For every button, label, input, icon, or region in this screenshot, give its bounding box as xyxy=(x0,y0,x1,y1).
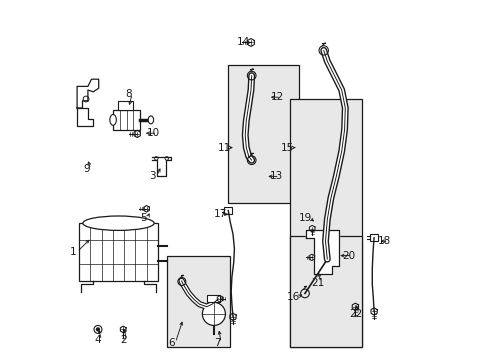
Circle shape xyxy=(202,302,225,325)
Text: 18: 18 xyxy=(378,236,391,246)
Text: 4: 4 xyxy=(95,335,101,345)
Ellipse shape xyxy=(82,216,154,230)
Bar xyxy=(118,101,133,110)
Text: 14: 14 xyxy=(236,37,249,48)
Circle shape xyxy=(96,328,100,331)
Text: 21: 21 xyxy=(310,278,324,288)
Text: 15: 15 xyxy=(281,143,294,153)
Text: 16: 16 xyxy=(286,292,300,302)
Bar xyxy=(207,295,220,302)
Ellipse shape xyxy=(148,116,153,124)
Text: 2: 2 xyxy=(120,335,126,345)
Text: 1: 1 xyxy=(70,247,77,257)
Bar xyxy=(289,99,361,347)
Text: 8: 8 xyxy=(125,89,132,99)
Ellipse shape xyxy=(110,114,116,125)
Text: 20: 20 xyxy=(342,251,355,261)
Bar xyxy=(369,234,377,241)
Bar xyxy=(289,236,361,347)
Text: 12: 12 xyxy=(270,92,284,102)
Bar xyxy=(79,223,158,281)
Bar xyxy=(224,207,231,214)
Text: 6: 6 xyxy=(168,338,175,348)
Text: 10: 10 xyxy=(147,128,160,138)
Bar xyxy=(228,65,298,203)
Text: 13: 13 xyxy=(269,171,282,181)
Polygon shape xyxy=(151,157,171,176)
Text: 9: 9 xyxy=(84,164,90,174)
Text: 3: 3 xyxy=(149,171,156,181)
Polygon shape xyxy=(77,79,99,108)
Text: 17: 17 xyxy=(213,209,226,219)
Text: 11: 11 xyxy=(217,143,230,153)
Text: 5: 5 xyxy=(140,213,147,223)
Text: 19: 19 xyxy=(299,213,312,223)
Polygon shape xyxy=(306,230,338,274)
Text: 7: 7 xyxy=(214,338,221,348)
Bar xyxy=(113,110,140,130)
Text: 22: 22 xyxy=(348,309,361,319)
Bar xyxy=(167,256,230,347)
